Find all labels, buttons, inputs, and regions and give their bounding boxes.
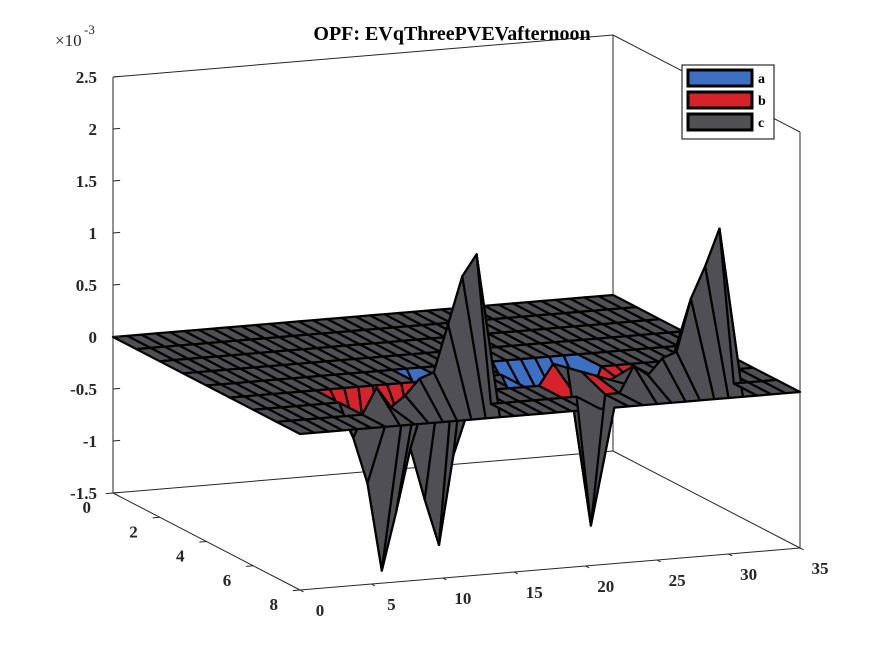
x-tick [371, 583, 376, 587]
box-edge-right-bottom [612, 450, 801, 549]
legend-swatch-c [686, 112, 754, 132]
z-tick [112, 179, 121, 182]
y-tick [246, 565, 254, 567]
x-tick [799, 547, 804, 551]
chart-title: OPF: EVqThreePVEVafternoon [313, 23, 590, 45]
legend-swatch-b [686, 90, 754, 110]
z-tick [112, 231, 121, 234]
y-tick [105, 492, 114, 495]
x-tick [728, 553, 733, 557]
z-tick-label: 0 [89, 328, 98, 347]
legend-label-a: a [758, 72, 765, 87]
z-tick [112, 283, 121, 286]
z-tick [112, 491, 121, 494]
y-tick [152, 516, 160, 519]
z-tick [112, 387, 121, 390]
z-tick-label: 2.5 [76, 68, 97, 87]
y-tick-label: 0 [83, 498, 92, 517]
x-tick-label: 25 [669, 571, 686, 590]
z-tick-label: -1 [83, 432, 97, 451]
x-tick [514, 571, 519, 575]
z-exponent-power: -3 [84, 22, 95, 37]
x-axis-line [299, 547, 801, 591]
y-tick-label: 4 [176, 547, 185, 566]
surface-quad [761, 378, 802, 395]
y-tick [292, 589, 301, 592]
z-exponent-base: ×10 [55, 31, 82, 50]
y-tick-label: 2 [129, 522, 138, 541]
z-tick-label: 0.5 [76, 276, 97, 295]
x-tick [442, 577, 447, 581]
x-tick [656, 559, 661, 563]
legend-swatch-a [686, 68, 754, 88]
z-tick-label: -0.5 [70, 380, 97, 399]
y-tick-label: 6 [223, 571, 232, 590]
z-tick-label: 1.5 [76, 172, 97, 191]
x-tick-label: 35 [812, 559, 829, 578]
z-tick-label: 2 [89, 120, 98, 139]
x-tick-label: 15 [526, 583, 543, 602]
z-tick-label: 1 [89, 224, 98, 243]
axis-ticks: 0 5 10 15 20 25 30 35 0 2 4 6 8 -1.5 -1 -0.5 0 0.5 1 1.5 2 2.… [70, 68, 828, 620]
legend: abc [681, 64, 775, 140]
surface-plot [111, 227, 802, 572]
z-tick [112, 127, 121, 130]
x-tick-label: 20 [597, 577, 614, 596]
y-tick [199, 541, 207, 543]
z-tick [112, 439, 121, 442]
legend-label-c: c [758, 116, 764, 131]
x-tick-label: 0 [316, 601, 325, 620]
box-edge-back-top [112, 34, 614, 78]
x-tick-label: 10 [454, 589, 471, 608]
z-tick-label: -1.5 [70, 484, 97, 503]
z-tick [112, 335, 121, 338]
x-tick [585, 565, 590, 569]
x-tick-label: 5 [387, 595, 396, 614]
x-tick-label: 30 [740, 565, 757, 584]
x-tick [299, 589, 304, 593]
z-tick [112, 75, 121, 78]
y-tick-label: 8 [270, 595, 279, 614]
legend-label-b: b [758, 94, 766, 109]
